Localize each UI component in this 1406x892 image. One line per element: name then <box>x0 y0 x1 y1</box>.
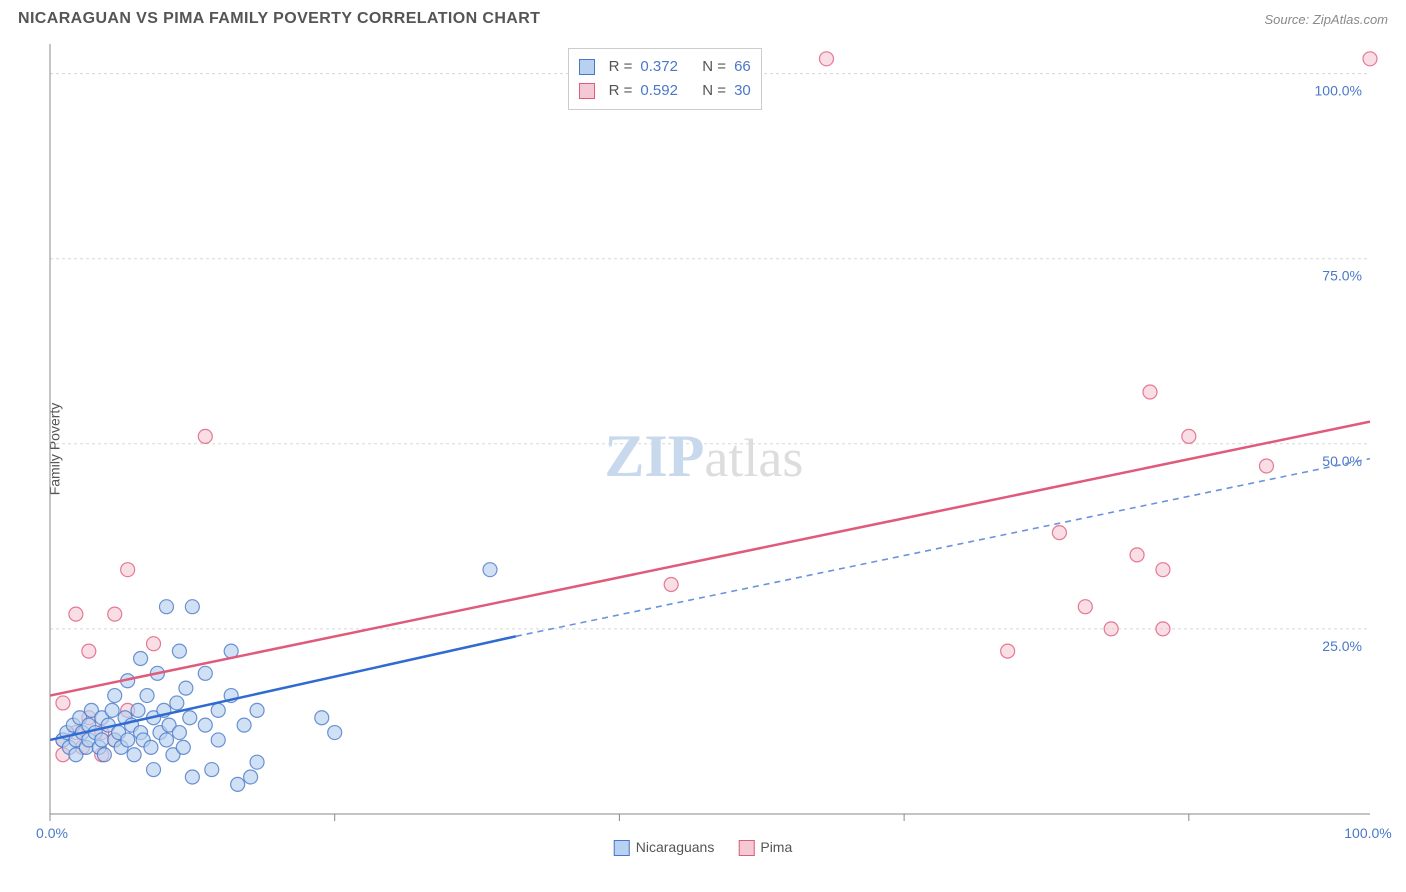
data-point <box>1104 622 1118 636</box>
data-point <box>105 703 119 717</box>
data-point <box>108 689 122 703</box>
data-point <box>179 681 193 695</box>
data-point <box>185 600 199 614</box>
data-point <box>1143 385 1157 399</box>
data-point <box>1182 429 1196 443</box>
legend-item: Pima <box>738 839 792 856</box>
data-point <box>483 563 497 577</box>
data-point <box>250 703 264 717</box>
data-point <box>205 763 219 777</box>
data-point <box>198 429 212 443</box>
data-point <box>185 770 199 784</box>
data-point <box>231 777 245 791</box>
legend-swatch <box>614 840 630 856</box>
data-point <box>172 726 186 740</box>
data-point <box>328 726 342 740</box>
data-point <box>1078 600 1092 614</box>
chart-area: Family Poverty 25.0%50.0%75.0%100.0%ZIPa… <box>0 34 1406 864</box>
data-point <box>121 733 135 747</box>
data-point <box>183 711 197 725</box>
data-point <box>244 770 258 784</box>
chart-title: NICARAGUAN VS PIMA FAMILY POVERTY CORREL… <box>18 10 540 28</box>
data-point <box>131 703 145 717</box>
svg-text:ZIPatlas: ZIPatlas <box>604 423 803 489</box>
data-point <box>144 740 158 754</box>
data-point <box>250 755 264 769</box>
data-point <box>69 607 83 621</box>
data-point <box>56 696 70 710</box>
data-point <box>127 748 141 762</box>
trend-line-nicaraguans <box>50 636 516 740</box>
legend-label: Pima <box>760 839 792 855</box>
legend-row: R =0.372 N =66 <box>579 55 751 79</box>
svg-text:0.0%: 0.0% <box>36 825 68 841</box>
legend-swatch <box>579 59 595 75</box>
data-point <box>1363 52 1377 66</box>
data-point <box>82 644 96 658</box>
correlation-legend: R =0.372 N =66R =0.592 N =30 <box>568 48 762 110</box>
data-point <box>1259 459 1273 473</box>
data-point <box>170 696 184 710</box>
data-point <box>1156 622 1170 636</box>
scatter-plot: 25.0%50.0%75.0%100.0%ZIPatlas0.0%100.0% <box>0 34 1406 864</box>
data-point <box>211 703 225 717</box>
data-point <box>1156 563 1170 577</box>
svg-text:100.0%: 100.0% <box>1344 825 1391 841</box>
data-point <box>172 644 186 658</box>
data-point <box>134 652 148 666</box>
series-legend: Nicaraguans Pima <box>614 839 793 856</box>
legend-swatch <box>579 83 595 99</box>
data-point <box>140 689 154 703</box>
data-point <box>1130 548 1144 562</box>
chart-source: Source: ZipAtlas.com <box>1264 12 1388 27</box>
data-point <box>198 666 212 680</box>
data-point <box>315 711 329 725</box>
data-point <box>95 733 109 747</box>
legend-swatch <box>738 840 754 856</box>
data-point <box>147 637 161 651</box>
data-point <box>1052 526 1066 540</box>
data-point <box>176 740 190 754</box>
data-point <box>97 748 111 762</box>
data-point <box>147 763 161 777</box>
legend-label: Nicaraguans <box>636 839 715 855</box>
data-point <box>237 718 251 732</box>
chart-header: NICARAGUAN VS PIMA FAMILY POVERTY CORREL… <box>0 0 1406 34</box>
data-point <box>159 600 173 614</box>
data-point <box>664 577 678 591</box>
legend-item: Nicaraguans <box>614 839 715 856</box>
data-point <box>819 52 833 66</box>
svg-text:75.0%: 75.0% <box>1322 268 1362 284</box>
data-point <box>211 733 225 747</box>
data-point <box>1001 644 1015 658</box>
data-point <box>121 563 135 577</box>
data-point <box>159 733 173 747</box>
data-point <box>198 718 212 732</box>
svg-text:100.0%: 100.0% <box>1315 83 1362 99</box>
svg-text:25.0%: 25.0% <box>1322 638 1362 654</box>
data-point <box>108 607 122 621</box>
legend-row: R =0.592 N =30 <box>579 79 751 103</box>
